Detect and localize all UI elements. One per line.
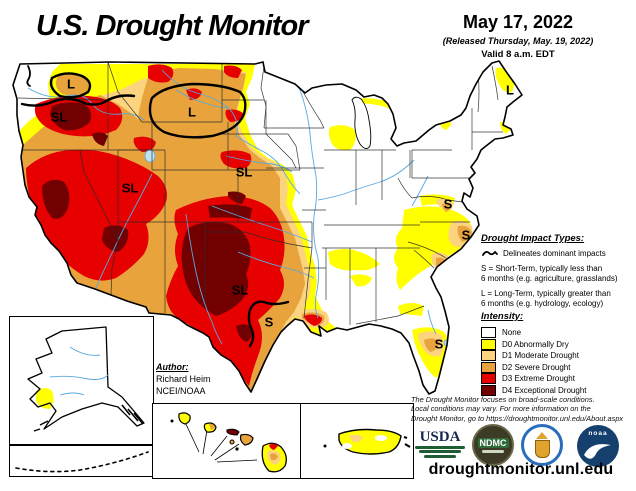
valid-time: Valid 8 a.m. EDT xyxy=(481,49,555,60)
map-impact-label: L xyxy=(188,104,196,120)
hawaii-inset xyxy=(152,403,302,479)
alaska-inset xyxy=(9,316,154,445)
usda-logo-text: USDA xyxy=(419,429,461,446)
author-block: Author: Richard Heim NCEI/NOAA xyxy=(156,361,211,397)
swatch-d3 xyxy=(481,373,496,385)
author-name: Richard Heim xyxy=(156,374,211,384)
ndmc-logo-wave xyxy=(482,449,504,453)
swatch-d2 xyxy=(481,361,496,373)
map-date: May 17, 2022 xyxy=(462,12,574,32)
intensity-heading: Intensity: xyxy=(481,311,524,322)
usda-logo-bar xyxy=(419,450,461,454)
puerto-rico-map xyxy=(323,428,411,455)
swatch-d1 xyxy=(481,350,496,362)
map-impact-label: S xyxy=(443,196,453,212)
map-impact-label: SL xyxy=(121,180,139,196)
map-impact-label: L xyxy=(67,76,75,92)
map-impact-label: S xyxy=(264,314,274,330)
noaa-logo: noaa xyxy=(577,425,619,467)
aleutians-inset xyxy=(9,445,154,477)
map-impact-label: S xyxy=(434,336,444,352)
legend-item-d3: D3 Extreme Drought xyxy=(481,373,633,385)
usda-logo: USDA xyxy=(413,428,467,460)
doc-logo-shield xyxy=(534,440,550,458)
disclaimer-text: The Drought Monitor focuses on broad-sca… xyxy=(411,395,624,423)
usda-logo-bar xyxy=(415,445,465,449)
legend-item-d2: D2 Severe Drought xyxy=(481,361,633,374)
aleutians-map xyxy=(15,451,149,473)
map-impact-label: SL xyxy=(50,109,68,125)
footer-url: droughtmonitor.unl.edu xyxy=(408,461,634,479)
page-title: U.S. Drought Monitor xyxy=(36,10,309,42)
author-heading: Author: xyxy=(156,362,189,372)
ndmc-logo: NDMC xyxy=(472,424,514,466)
squiggle-icon xyxy=(482,250,498,256)
puerto-rico-inset xyxy=(300,403,414,479)
swatch-d0 xyxy=(481,338,496,350)
doc-logo xyxy=(521,424,563,466)
release-date: (Released Thursday, May. 19, 2022) xyxy=(442,36,594,46)
author-org: NCEI/NOAA xyxy=(156,386,206,396)
legend-item-d0: D0 Abnormally Dry xyxy=(481,338,633,351)
legend-item-d4: D4 Exceptional Drought xyxy=(481,384,633,397)
map-impact-label: SL xyxy=(235,164,253,180)
swatch-none xyxy=(481,327,496,339)
legend-item-d1: D1 Moderate Drought xyxy=(481,350,633,362)
noaa-bird-icon xyxy=(584,443,611,459)
map-impact-label: S xyxy=(461,227,471,243)
alaska-map xyxy=(27,326,145,432)
impact-legend-heading: Drought Impact Types: xyxy=(481,233,585,244)
impact-legend: Drought Impact Types: Delineates dominan… xyxy=(481,234,633,314)
long-term-definition: L = Long-Term, typically greater than 6 … xyxy=(481,289,611,308)
hawaii-map xyxy=(170,412,287,473)
ndmc-logo-text: NDMC xyxy=(477,437,509,448)
intensity-legend: Intensity: None D0 Abnormally Dry D1 Mod… xyxy=(481,311,633,396)
legend-item-none: None xyxy=(481,327,633,339)
noaa-logo-text: noaa xyxy=(588,429,608,437)
date-block: May 17, 2022 (Released Thursday, May. 19… xyxy=(420,12,616,60)
short-term-definition: S = Short-Term, typically less than 6 mo… xyxy=(481,264,618,283)
map-impact-label: SL xyxy=(231,282,249,298)
impact-delineates-text: Delineates dominant impacts xyxy=(503,248,606,258)
drought-monitor-link[interactable]: droughtmonitor.unl.edu xyxy=(428,461,614,478)
doc-logo-eagle xyxy=(536,432,548,439)
swatch-d4 xyxy=(481,384,496,396)
map-impact-label: L xyxy=(506,82,514,98)
usda-logo-bar xyxy=(424,454,456,458)
